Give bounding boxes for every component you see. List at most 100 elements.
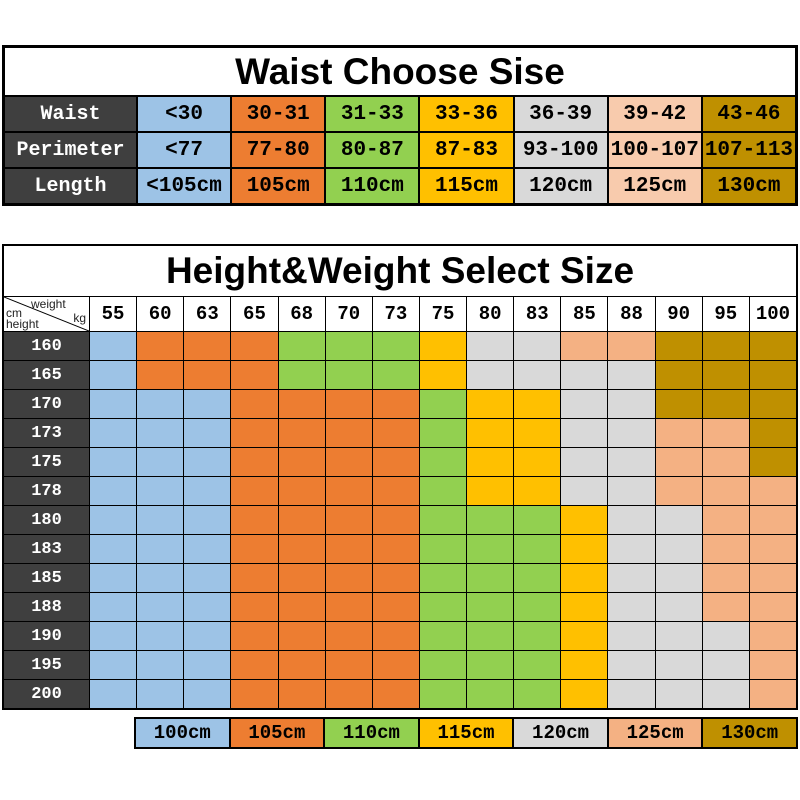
size-grid-cell [90, 448, 137, 476]
size-grid-cell [561, 593, 608, 621]
waist-row-header: Waist [5, 97, 136, 131]
waist-table-cell: 110cm [326, 169, 419, 203]
size-grid-cell [372, 680, 419, 708]
size-grid-cell [184, 448, 231, 476]
size-grid-cell [702, 361, 749, 389]
weight-header-cell: 75 [419, 297, 467, 331]
size-grid-cell [90, 593, 137, 621]
waist-table-cell: 80-87 [326, 133, 419, 167]
size-grid-cell [90, 361, 137, 389]
height-row-header: 178 [4, 477, 89, 505]
waist-table-cell: 100-107 [608, 133, 701, 167]
size-grid-cell [137, 448, 184, 476]
size-grid-cell [184, 332, 231, 360]
size-grid-cell [137, 535, 184, 563]
size-grid-cell [325, 593, 372, 621]
size-grid-cell [514, 564, 561, 592]
size-grid-cell [278, 506, 325, 534]
size-grid-cell [325, 622, 372, 650]
size-grid-cell [419, 332, 467, 360]
size-color-legend: 100cm 105cm 110cm 115cm 120cm 125cm 130cm [134, 717, 798, 749]
waist-size-table: Waist Choose Sise Waist <30 30-31 31-33 33-3… [2, 45, 798, 206]
size-grid-cell [137, 651, 184, 679]
weight-header-cell: 90 [655, 297, 702, 331]
size-grid-cell [231, 680, 278, 708]
waist-table-cell: 39-42 [608, 97, 701, 131]
height-row-header: 175 [4, 448, 89, 476]
size-grid-cell [231, 419, 278, 447]
height-row-header: 200 [4, 680, 89, 708]
size-grid-cell [608, 390, 655, 418]
weight-header-cell: 68 [278, 297, 325, 331]
weight-header-cell: 80 [467, 297, 514, 331]
size-grid-cell [608, 593, 655, 621]
size-grid-cell [184, 622, 231, 650]
size-grid-cell [372, 390, 419, 418]
corner-label-cm: cm [6, 306, 22, 320]
size-grid-cell [749, 477, 796, 505]
size-grid-cell [372, 448, 419, 476]
waist-table-cell: 107-113 [702, 133, 795, 167]
size-grid-cell [702, 419, 749, 447]
size-grid-cell [372, 361, 419, 389]
size-grid-cell [749, 593, 796, 621]
height-weight-size-table: Height&Weight Select Size weight kg cm h… [2, 244, 798, 710]
size-grid-cell [184, 564, 231, 592]
size-grid-cell [514, 419, 561, 447]
size-grid-cell [655, 535, 702, 563]
waist-table-cell: 36-39 [514, 97, 607, 131]
size-grid-cell [419, 593, 467, 621]
size-grid-cell [325, 651, 372, 679]
size-grid-cell [325, 332, 372, 360]
size-grid-cell [655, 332, 702, 360]
size-grid-cell [372, 535, 419, 563]
size-grid-cell [702, 651, 749, 679]
size-grid-cell [561, 332, 608, 360]
size-grid-cell [655, 477, 702, 505]
size-grid-cell [608, 564, 655, 592]
legend-item: 125cm [608, 719, 702, 747]
size-grid-cell [419, 506, 467, 534]
size-grid-cell [278, 680, 325, 708]
size-grid-cell [608, 448, 655, 476]
size-grid-cell [278, 419, 325, 447]
size-grid-cell [514, 506, 561, 534]
size-grid-cell [231, 564, 278, 592]
corner-axis-cell: weight kg cm height [4, 297, 89, 331]
size-grid-cell [90, 651, 137, 679]
size-grid-cell [749, 680, 796, 708]
size-grid-cell [278, 448, 325, 476]
size-grid-cell [231, 448, 278, 476]
size-grid-cell [231, 477, 278, 505]
size-grid-cell [749, 419, 796, 447]
size-grid-cell [702, 477, 749, 505]
height-row-header: 170 [4, 390, 89, 418]
size-grid-cell [278, 535, 325, 563]
waist-table-cell: 87-83 [420, 133, 513, 167]
size-grid-cell [278, 564, 325, 592]
waist-table-cell: 31-33 [326, 97, 419, 131]
size-grid-cell [372, 332, 419, 360]
height-row-header: 165 [4, 361, 89, 389]
size-grid-cell [702, 506, 749, 534]
size-grid-cell [749, 535, 796, 563]
size-grid-cell [467, 564, 514, 592]
size-grid-cell [514, 622, 561, 650]
size-grid-cell [325, 564, 372, 592]
size-grid-cell [702, 332, 749, 360]
size-grid-cell [184, 390, 231, 418]
size-grid-cell [325, 506, 372, 534]
size-grid-cell [419, 448, 467, 476]
size-grid-cell [561, 564, 608, 592]
size-grid-cell [561, 390, 608, 418]
size-grid-cell [419, 477, 467, 505]
size-grid-cell [561, 680, 608, 708]
legend-item: 110cm [325, 719, 418, 747]
size-grid-cell [608, 332, 655, 360]
size-grid-cell [514, 477, 561, 505]
weight-header-cell: 100 [749, 297, 796, 331]
waist-row-header: Length [5, 169, 136, 203]
height-row-header: 185 [4, 564, 89, 592]
waist-table-cell: 33-36 [420, 97, 513, 131]
waist-table-cell: 43-46 [702, 97, 795, 131]
